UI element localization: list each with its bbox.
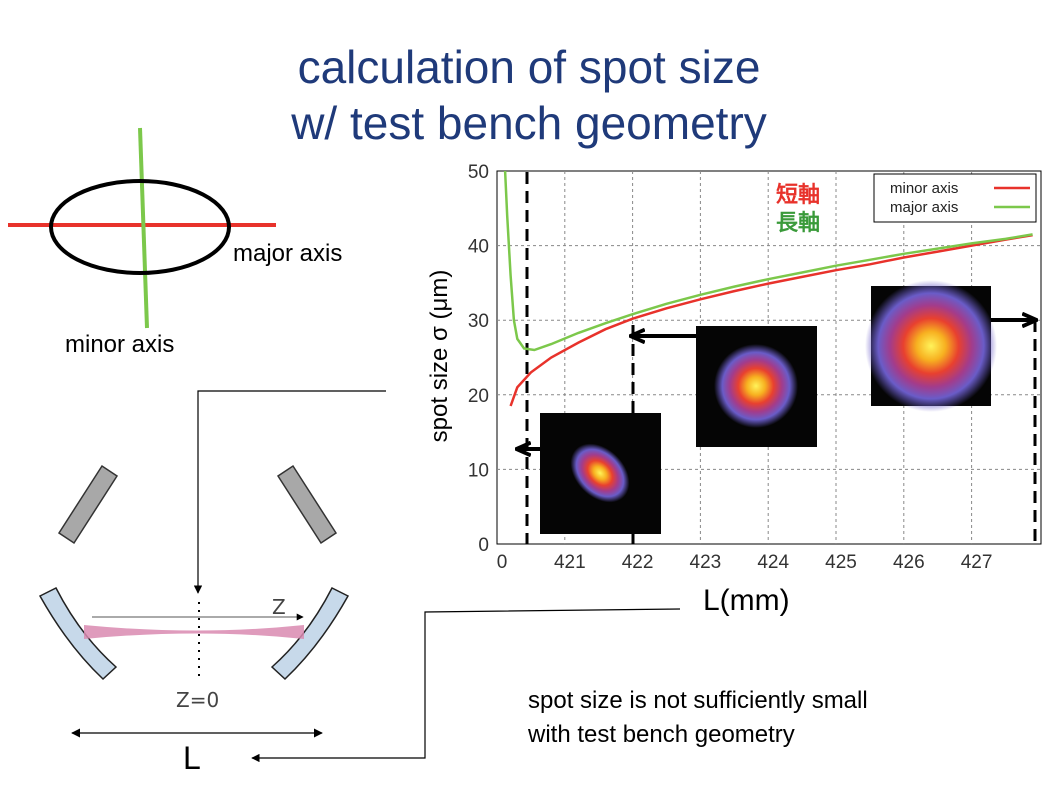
x-tick-label: 424 <box>757 552 789 573</box>
x-tick-label: 427 <box>961 552 993 573</box>
x-tick-label: 421 <box>554 552 586 573</box>
spot-image-3 <box>865 280 997 412</box>
legend-box <box>873 173 1037 223</box>
legend-label-major: major axis <box>890 199 958 216</box>
spot-size-chart: 0 10 20 30 40 50 0 421 422 423 424 425 426 427 minor… <box>468 162 1042 573</box>
beam-waist <box>84 625 304 639</box>
minor-axis-label: minor axis <box>65 331 175 358</box>
jp-major-label: 長軸 <box>776 210 820 236</box>
y-tick-labels: 0 10 20 30 40 50 <box>468 162 489 556</box>
y-tick-label: 30 <box>468 311 489 332</box>
chart-series <box>503 170 1033 407</box>
curved-mirror-left <box>38 586 118 681</box>
x-tick-label: 426 <box>893 552 925 573</box>
note-line2: with test bench geometry <box>528 721 795 748</box>
x-axis-title: L(mm) <box>703 584 790 617</box>
cavity-diagram: Z Z=0 <box>38 464 350 738</box>
spot-image-2 <box>696 326 817 447</box>
x-tick-label: 0 <box>497 552 508 573</box>
x-tick-label: 425 <box>825 552 857 573</box>
chart-legend: minor axis major axis <box>873 173 1037 223</box>
conclusion-note: spot size is not sufficiently small with… <box>528 684 1048 752</box>
legend-label-minor: minor axis <box>890 180 958 197</box>
spot-image-1 <box>540 413 661 534</box>
callout-waist <box>193 390 386 594</box>
y-tick-label: 10 <box>468 460 489 481</box>
ellipse-diagram <box>8 127 276 329</box>
z-label: Z <box>272 595 286 619</box>
curved-mirror-right <box>270 586 350 681</box>
minor-axis-line <box>138 127 149 329</box>
x-tick-label: 422 <box>622 552 654 573</box>
series-line-major-axis <box>503 170 1033 352</box>
flat-mirror-left <box>57 464 119 545</box>
y-tick-label: 40 <box>468 237 489 258</box>
page-title-line1: calculation of spot size <box>297 41 761 93</box>
series-line-minor-axis <box>509 233 1033 407</box>
x-tick-labels: 0 421 422 423 424 425 426 427 <box>497 552 993 573</box>
y-tick-label: 0 <box>478 535 489 556</box>
flat-mirror-right <box>276 464 338 545</box>
x-tick-label: 423 <box>690 552 722 573</box>
y-axis-title: spot size σ (μm) <box>426 269 453 443</box>
page-title-line2: w/ test bench geometry <box>291 97 767 149</box>
y-tick-label: 50 <box>468 162 489 183</box>
beam-ellipse <box>49 179 231 275</box>
note-line1: spot size is not sufficiently small <box>528 687 868 714</box>
callout-length <box>251 608 681 763</box>
jp-minor-label: 短軸 <box>776 182 820 208</box>
major-axis-label: major axis <box>233 240 343 267</box>
y-tick-label: 20 <box>468 386 489 407</box>
z0-label: Z=0 <box>176 688 219 712</box>
length-label: L <box>183 740 201 776</box>
